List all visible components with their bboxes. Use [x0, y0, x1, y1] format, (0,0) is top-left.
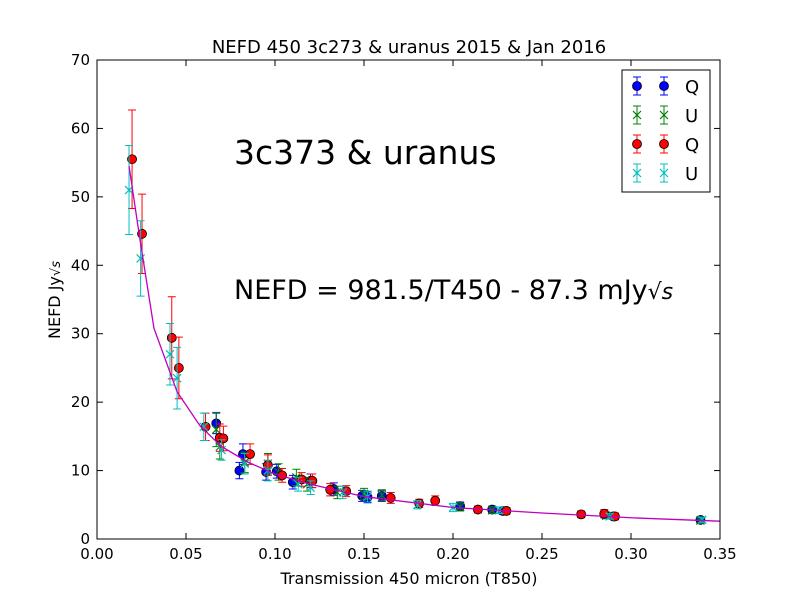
plot-frame: [96, 59, 721, 540]
chart-title: NEFD 450 3c273 & uranus 2015 & Jan 2016: [212, 37, 606, 58]
x-tick-label: 0.35: [703, 545, 736, 563]
x-tick-label: 0.15: [347, 545, 380, 563]
legend-label: Q: [685, 77, 699, 98]
data-point: [165, 349, 175, 359]
y-tick-label: 0: [80, 530, 90, 548]
legend-marker: [659, 110, 669, 120]
legend-marker: [632, 139, 642, 149]
x-tick-label: 0.10: [258, 545, 291, 563]
legend-label: U: [685, 106, 698, 127]
x-tick-label: 0.20: [436, 545, 469, 563]
x-tick-label: 0.00: [80, 545, 113, 563]
y-tick-label: 30: [71, 325, 90, 343]
data-point: [217, 445, 227, 455]
annotation-label: 3c373 & uranus: [234, 133, 497, 172]
data-point: [412, 500, 422, 510]
fit-curve: [128, 165, 721, 522]
y-tick-label: 20: [71, 393, 90, 411]
data-point: [200, 421, 211, 432]
x-axis-label: Transmission 450 micron (T850): [280, 569, 538, 588]
x-tick-label: 0.05: [169, 545, 202, 563]
y-axis-label: NEFD Jy√s: [45, 261, 64, 339]
data-point: [127, 154, 137, 165]
legend-label: U: [685, 164, 698, 185]
data-point: [211, 425, 221, 434]
legend-marker: [632, 81, 642, 91]
data-point: [172, 373, 182, 383]
legend-marker: [632, 168, 642, 178]
data-point: [218, 433, 229, 444]
data-point: [245, 449, 255, 460]
y-tick-label: 40: [71, 256, 90, 274]
data-point: [338, 488, 348, 497]
data-point: [385, 493, 396, 503]
data-point: [173, 363, 184, 373]
data-point: [455, 502, 465, 512]
legend-marker: [659, 139, 669, 149]
legend-marker: [659, 81, 669, 91]
y-tick-label: 60: [71, 119, 90, 137]
x-tick-label: 0.25: [525, 545, 558, 563]
legend-marker: [659, 168, 669, 178]
y-tick-label: 50: [71, 188, 90, 206]
y-tick-label: 70: [71, 51, 90, 69]
data-point: [430, 495, 441, 506]
legend-label: Q: [685, 135, 699, 156]
data-point: [199, 422, 209, 432]
y-tick-label: 10: [71, 462, 90, 480]
data-point: [240, 459, 250, 469]
data-point: [697, 515, 707, 525]
x-tick-label: 0.30: [614, 545, 647, 563]
data-point: [166, 332, 177, 343]
legend-marker: [632, 110, 642, 120]
annotation-formula: NEFD = 981.5/T450 - 87.3 mJy√s: [234, 275, 673, 306]
